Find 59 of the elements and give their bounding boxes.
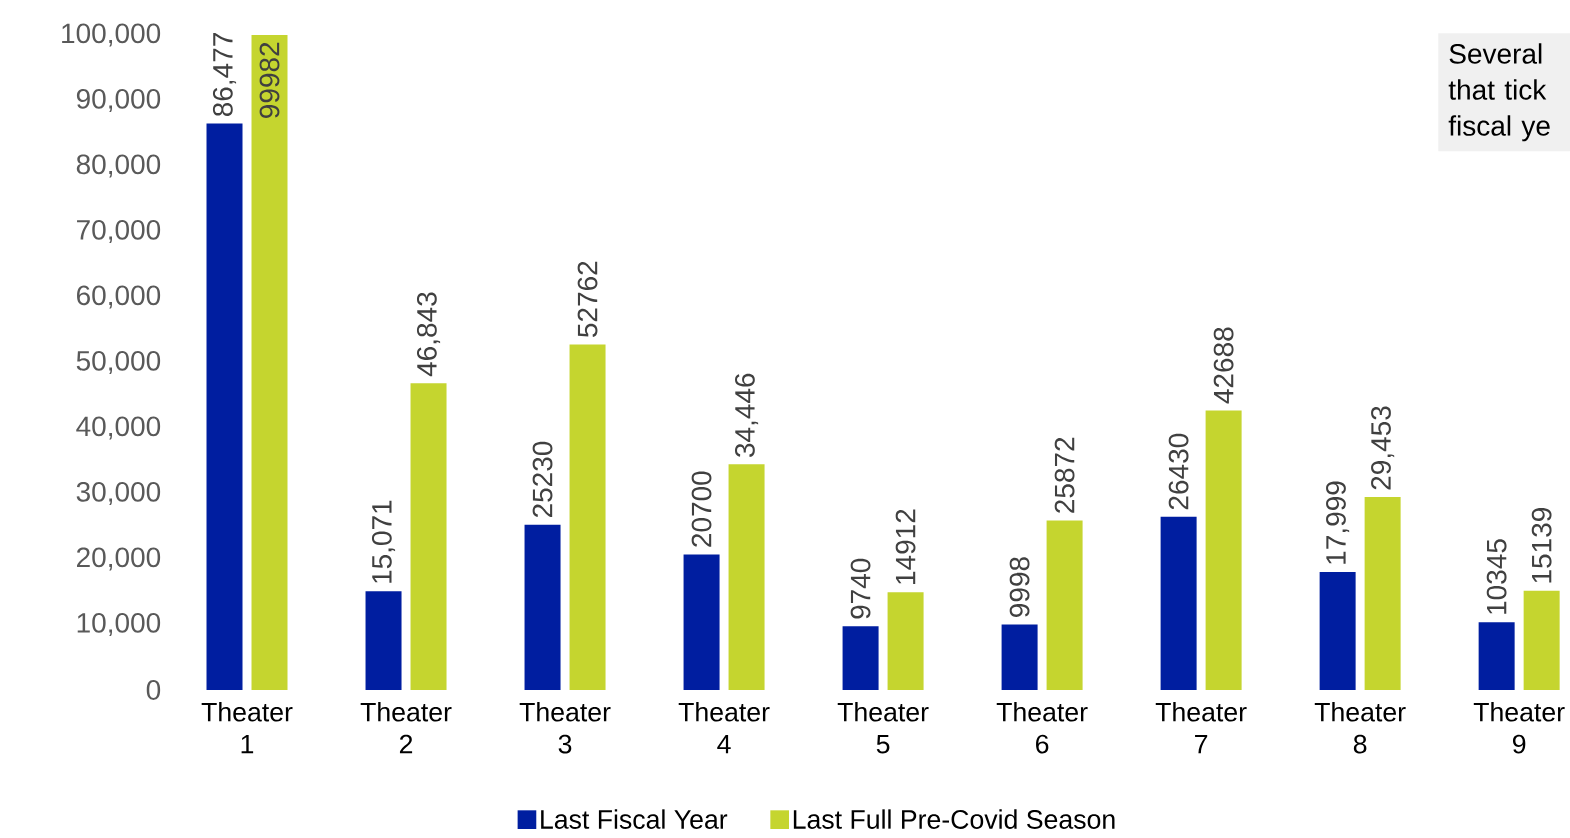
data-label: 9998 bbox=[1009, 557, 1030, 617]
bar bbox=[410, 383, 447, 690]
data-label: 86,477 bbox=[212, 33, 237, 117]
bar bbox=[1001, 624, 1038, 690]
data-label: 99982 bbox=[259, 42, 280, 118]
bar bbox=[1160, 516, 1197, 690]
y-tick-label: 80,000 bbox=[76, 154, 161, 178]
data-label: 15,071 bbox=[371, 500, 396, 583]
y-tick-label: 100,000 bbox=[62, 23, 161, 47]
bar bbox=[728, 464, 765, 690]
data-label: 42688 bbox=[1213, 327, 1234, 404]
bar bbox=[569, 344, 606, 690]
y-tick-label: 30,000 bbox=[76, 481, 161, 506]
bar bbox=[524, 524, 561, 690]
y-tick-label: 50,000 bbox=[76, 350, 161, 375]
data-label: 34,446 bbox=[735, 373, 759, 458]
data-label: 20700 bbox=[691, 471, 712, 547]
bar bbox=[1364, 497, 1401, 690]
x-tick-label: Theater 4 bbox=[678, 701, 770, 754]
legend-label: Last Full Pre-Covid Season bbox=[793, 809, 1115, 829]
bar bbox=[1319, 572, 1356, 690]
data-label: 15139 bbox=[1531, 508, 1552, 583]
data-label: 14912 bbox=[895, 509, 916, 584]
annotation: Several that tick fiscal ye bbox=[1448, 43, 1550, 142]
x-tick-label: Theater 3 bbox=[519, 701, 611, 754]
data-label: 46,843 bbox=[416, 292, 441, 377]
y-tick-label: 60,000 bbox=[77, 285, 161, 309]
y-tick-label: 0 bbox=[146, 680, 161, 700]
x-tick-label: Theater 8 bbox=[1314, 701, 1406, 754]
bar bbox=[842, 626, 879, 690]
data-label: 10345 bbox=[1486, 539, 1507, 614]
data-label: 26430 bbox=[1168, 433, 1189, 510]
bar bbox=[1478, 622, 1515, 690]
bar bbox=[251, 35, 288, 690]
data-label: 52762 bbox=[577, 261, 598, 337]
data-label: 17,999 bbox=[1326, 481, 1350, 564]
legend-label: Last Fiscal Year bbox=[541, 809, 728, 829]
data-label: 29,453 bbox=[1371, 406, 1395, 490]
x-tick-label: Theater 9 bbox=[1473, 701, 1565, 754]
y-tick-label: 20,000 bbox=[77, 547, 161, 571]
bar bbox=[683, 554, 720, 690]
y-tick-label: 70,000 bbox=[77, 219, 161, 244]
bar bbox=[1205, 410, 1242, 690]
y-tick-label: 90,000 bbox=[76, 88, 161, 113]
data-label: 25872 bbox=[1054, 437, 1075, 513]
x-tick-label: Theater 2 bbox=[360, 701, 452, 754]
data-label: 9740 bbox=[850, 558, 871, 619]
bar bbox=[206, 123, 243, 690]
x-tick-label: Theater 7 bbox=[1155, 701, 1247, 754]
y-tick-label: 10,000 bbox=[77, 612, 161, 637]
bar bbox=[887, 592, 924, 690]
data-label: 25230 bbox=[532, 441, 553, 518]
bar bbox=[1523, 590, 1560, 690]
x-tick-label: Theater 1 bbox=[201, 701, 293, 754]
bar bbox=[365, 591, 402, 690]
bar bbox=[1046, 520, 1083, 690]
y-tick-label: 40,000 bbox=[76, 416, 161, 440]
x-tick-label: Theater 5 bbox=[837, 701, 929, 754]
x-tick-label: Theater 6 bbox=[996, 701, 1088, 754]
